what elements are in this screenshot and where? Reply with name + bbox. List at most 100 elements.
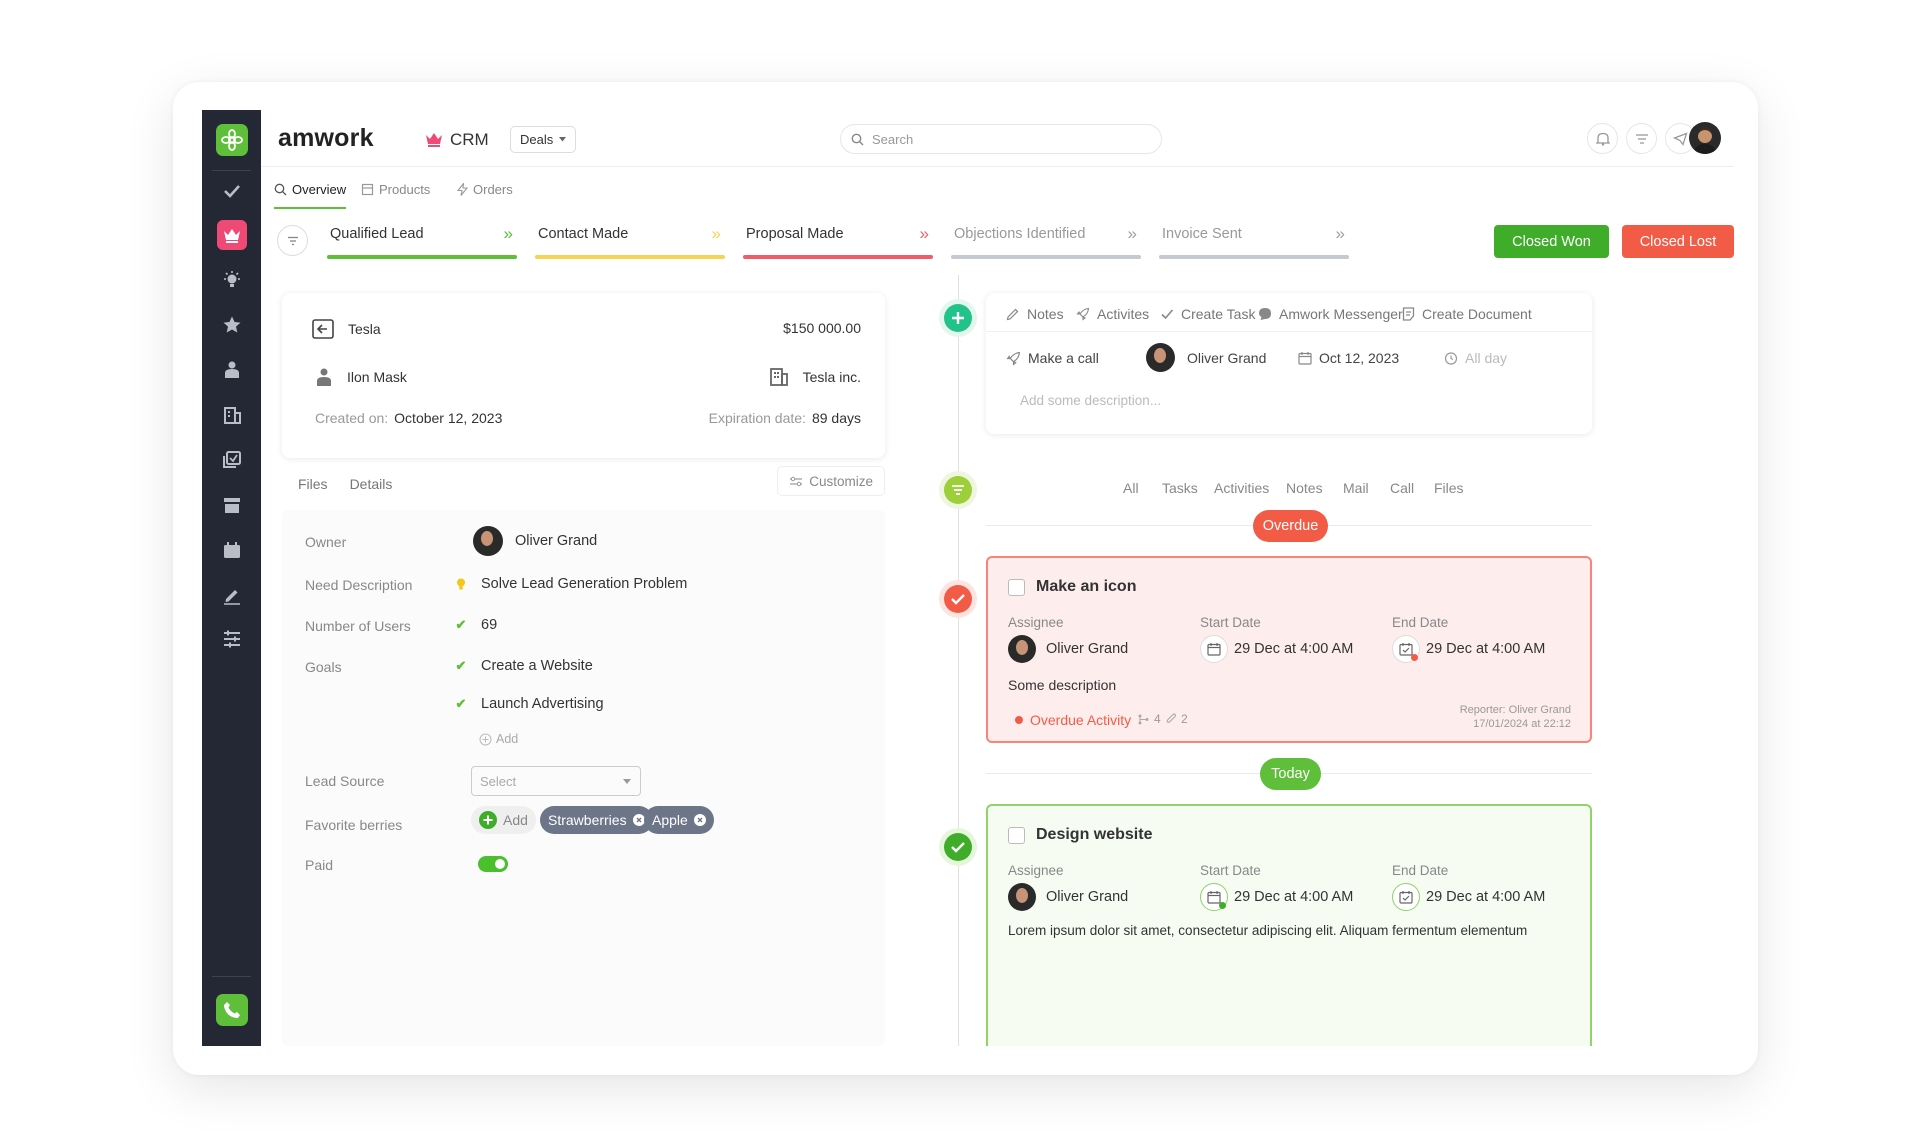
number-of-users-value[interactable]: ✔ 69 [453,617,498,633]
feed-filter-all[interactable]: All [1123,480,1139,496]
tab-files[interactable]: Files [298,476,328,492]
activity-date-picker[interactable]: Oct 12, 2023 [1298,350,1399,366]
calendar-check-icon [1392,635,1420,663]
calendar-icon [1200,883,1228,911]
activity-time-picker[interactable]: All day [1444,350,1507,366]
feed-filter-icon[interactable] [939,471,977,509]
composer-tab-notes[interactable]: Notes [1006,306,1064,322]
activity-assignee-select[interactable]: Oliver Grand [1146,343,1266,372]
paid-toggle[interactable] [478,856,508,872]
favorites-star-icon[interactable] [217,310,247,340]
tab-details[interactable]: Details [349,476,393,492]
customize-button[interactable]: Customize [777,466,885,496]
berry-tag[interactable]: Apple [644,806,714,834]
goal-item[interactable]: ✔ Create a Website [453,658,593,674]
task-title: Make an icon [1036,578,1137,595]
phone-call-icon[interactable] [216,994,248,1026]
task-start-date[interactable]: 29 Dec at 4:00 AM [1200,635,1353,663]
deal-organization[interactable]: Tesla inc. [769,367,861,387]
feed-filter-call[interactable]: Call [1390,480,1415,496]
created-value: October 12, 2023 [394,410,503,426]
app-logo-icon[interactable] [216,124,248,156]
attachments-count-value: 2 [1181,712,1188,726]
stage-invoice-sent[interactable]: Invoice Sent » [1159,219,1349,259]
composer-tab-activities[interactable]: Activites [1076,306,1149,322]
task-reporter: Reporter: Oliver Grand 17/01/2024 at 22:… [1460,703,1571,731]
task-status: Overdue Activity [1015,712,1131,728]
deal-contact[interactable]: Ilon Mask [315,367,407,387]
user-avatar[interactable] [1689,122,1721,154]
filter-icon[interactable] [277,225,308,256]
feed-filter-activities[interactable]: Activities [1214,480,1270,496]
avatar [1146,343,1175,372]
close-icon[interactable] [693,814,706,826]
search-input[interactable]: Search [840,124,1162,154]
close-icon[interactable] [632,814,645,826]
attachments-count[interactable]: 2 [1166,712,1188,726]
stage-progress-bar [535,255,725,259]
task-end-date[interactable]: 29 Dec at 4:00 AM [1392,883,1545,911]
feed-filter-mail[interactable]: Mail [1343,480,1369,496]
task-start-date[interactable]: 29 Dec at 4:00 AM [1200,883,1353,911]
calendar-icon[interactable] [217,535,247,565]
owner-value[interactable]: Oliver Grand [473,526,597,556]
berry-tag-label: Strawberries [548,812,627,828]
today-task-check-icon[interactable] [939,828,977,866]
composer-tab-create-task[interactable]: Create Task [1160,306,1255,322]
tasks-check-icon[interactable] [217,176,247,206]
closed-won-button[interactable]: Closed Won [1494,225,1609,258]
tab-overview-label: Overview [292,181,347,197]
customize-label: Customize [809,473,873,489]
search-placeholder: Search [872,131,914,147]
caret-down-icon [623,779,631,784]
notifications-bell-icon[interactable] [1587,123,1618,154]
menu-lines-icon[interactable] [1626,123,1657,154]
add-activity-icon[interactable] [939,299,977,337]
companies-building-icon[interactable] [217,400,247,430]
projects-board-icon[interactable] [217,445,247,475]
tab-overview[interactable]: Overview [274,167,347,211]
brand-logo[interactable]: amwork [278,124,374,152]
stage-label: Objections Identified [954,226,1086,242]
composer-tab-messenger[interactable]: Amwork Messenger [1258,306,1403,322]
ideas-bulb-icon[interactable] [217,265,247,295]
task-card-today[interactable]: Design website Assignee Start Date End D… [986,804,1592,1046]
task-end-date[interactable]: 29 Dec at 4:00 AM [1392,635,1545,663]
lead-source-select[interactable]: Select [471,766,641,796]
feed-filter-tasks[interactable]: Tasks [1162,480,1198,496]
closed-lost-button[interactable]: Closed Lost [1622,225,1734,258]
task-card-overdue[interactable]: Make an icon Assignee Start Date End Dat… [986,556,1592,743]
feed-filter-files[interactable]: Files [1434,480,1464,496]
need-description-value[interactable]: Solve Lead Generation Problem [453,576,687,592]
activity-description-input[interactable]: Add some description... [1020,393,1162,408]
crm-crown-icon[interactable] [217,220,247,250]
settings-sliders-icon[interactable] [217,624,247,654]
chevron-right-icon: » [1335,224,1345,243]
stage-qualified-lead[interactable]: Qualified Lead » [327,219,517,259]
add-goal-button[interactable]: Add [479,732,518,746]
notes-pen-icon[interactable] [217,580,247,610]
stage-proposal-made[interactable]: Proposal Made » [743,219,933,259]
need-description-label: Need Description [305,577,413,593]
archive-box-icon[interactable] [217,490,247,520]
overdue-task-check-icon[interactable] [939,580,977,618]
lead-source-placeholder: Select [480,773,517,789]
subtasks-count[interactable]: 4 [1138,712,1161,726]
add-berry-button[interactable]: Add [471,806,536,834]
composer-tab-create-document[interactable]: Create Document [1402,306,1532,322]
tab-orders[interactable]: Orders [457,167,513,211]
activity-type-select[interactable]: Make a call [1006,350,1099,366]
berry-tag[interactable]: Strawberries [540,806,653,834]
section-dropdown[interactable]: Deals [510,126,577,153]
task-checkbox[interactable] [1008,579,1025,596]
tab-products[interactable]: Products [361,167,430,211]
stage-objections-identified[interactable]: Objections Identified » [951,219,1141,259]
task-checkbox[interactable] [1008,827,1025,844]
feed-filter-notes[interactable]: Notes [1286,480,1323,496]
goal-item[interactable]: ✔ Launch Advertising [453,696,604,712]
task-assignee[interactable]: Oliver Grand [1008,635,1128,663]
contacts-person-icon[interactable] [217,355,247,385]
task-assignee[interactable]: Oliver Grand [1008,883,1128,911]
deal-company-name: Tesla [348,321,381,337]
stage-contact-made[interactable]: Contact Made » [535,219,725,259]
